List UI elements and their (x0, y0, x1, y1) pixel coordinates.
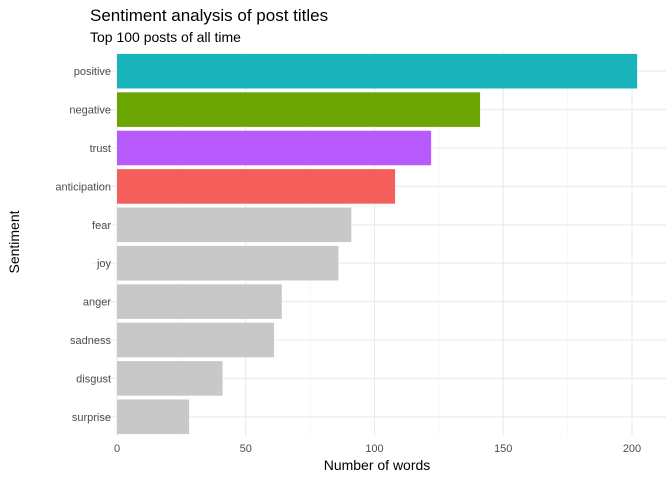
bar-surprise (117, 399, 190, 435)
bar-anger (117, 284, 282, 319)
x-tick-label: 0 (114, 443, 120, 455)
bar-fear (117, 207, 352, 243)
y-tick-label: trust (90, 143, 111, 155)
y-tick-label: joy (96, 258, 112, 270)
y-tick-label: positive (74, 66, 111, 78)
bar-sadness (117, 322, 275, 358)
x-axis-title: Number of words (324, 457, 431, 473)
chart-subtitle: Top 100 posts of all time (90, 29, 241, 45)
y-tick-label: negative (69, 105, 111, 117)
y-tick-label: anticipation (55, 181, 111, 193)
bar-disgust (117, 361, 223, 396)
bar-joy (117, 245, 339, 281)
y-tick-label: disgust (76, 373, 111, 385)
y-tick-label: fear (92, 220, 111, 232)
x-tick-label: 100 (365, 443, 383, 455)
y-tick-label: surprise (72, 412, 111, 424)
y-axis-title: Sentiment (6, 210, 22, 273)
bars (117, 53, 638, 435)
bar-negative (117, 92, 481, 127)
y-tick-label: sadness (70, 335, 111, 347)
x-tick-label: 200 (623, 443, 641, 455)
bar-positive (117, 53, 638, 89)
x-tick-label: 150 (494, 443, 512, 455)
x-tick-labels: 0 50 100 150 200 (114, 443, 641, 455)
x-tick-label: 50 (240, 443, 252, 455)
chart-title: Sentiment analysis of post titles (90, 6, 328, 25)
bar-anticipation (117, 169, 396, 204)
y-tick-labels: positive negative trust anticipation fear joy… (55, 66, 111, 424)
y-tick-label: anger (83, 297, 111, 309)
bar-trust (117, 130, 432, 166)
